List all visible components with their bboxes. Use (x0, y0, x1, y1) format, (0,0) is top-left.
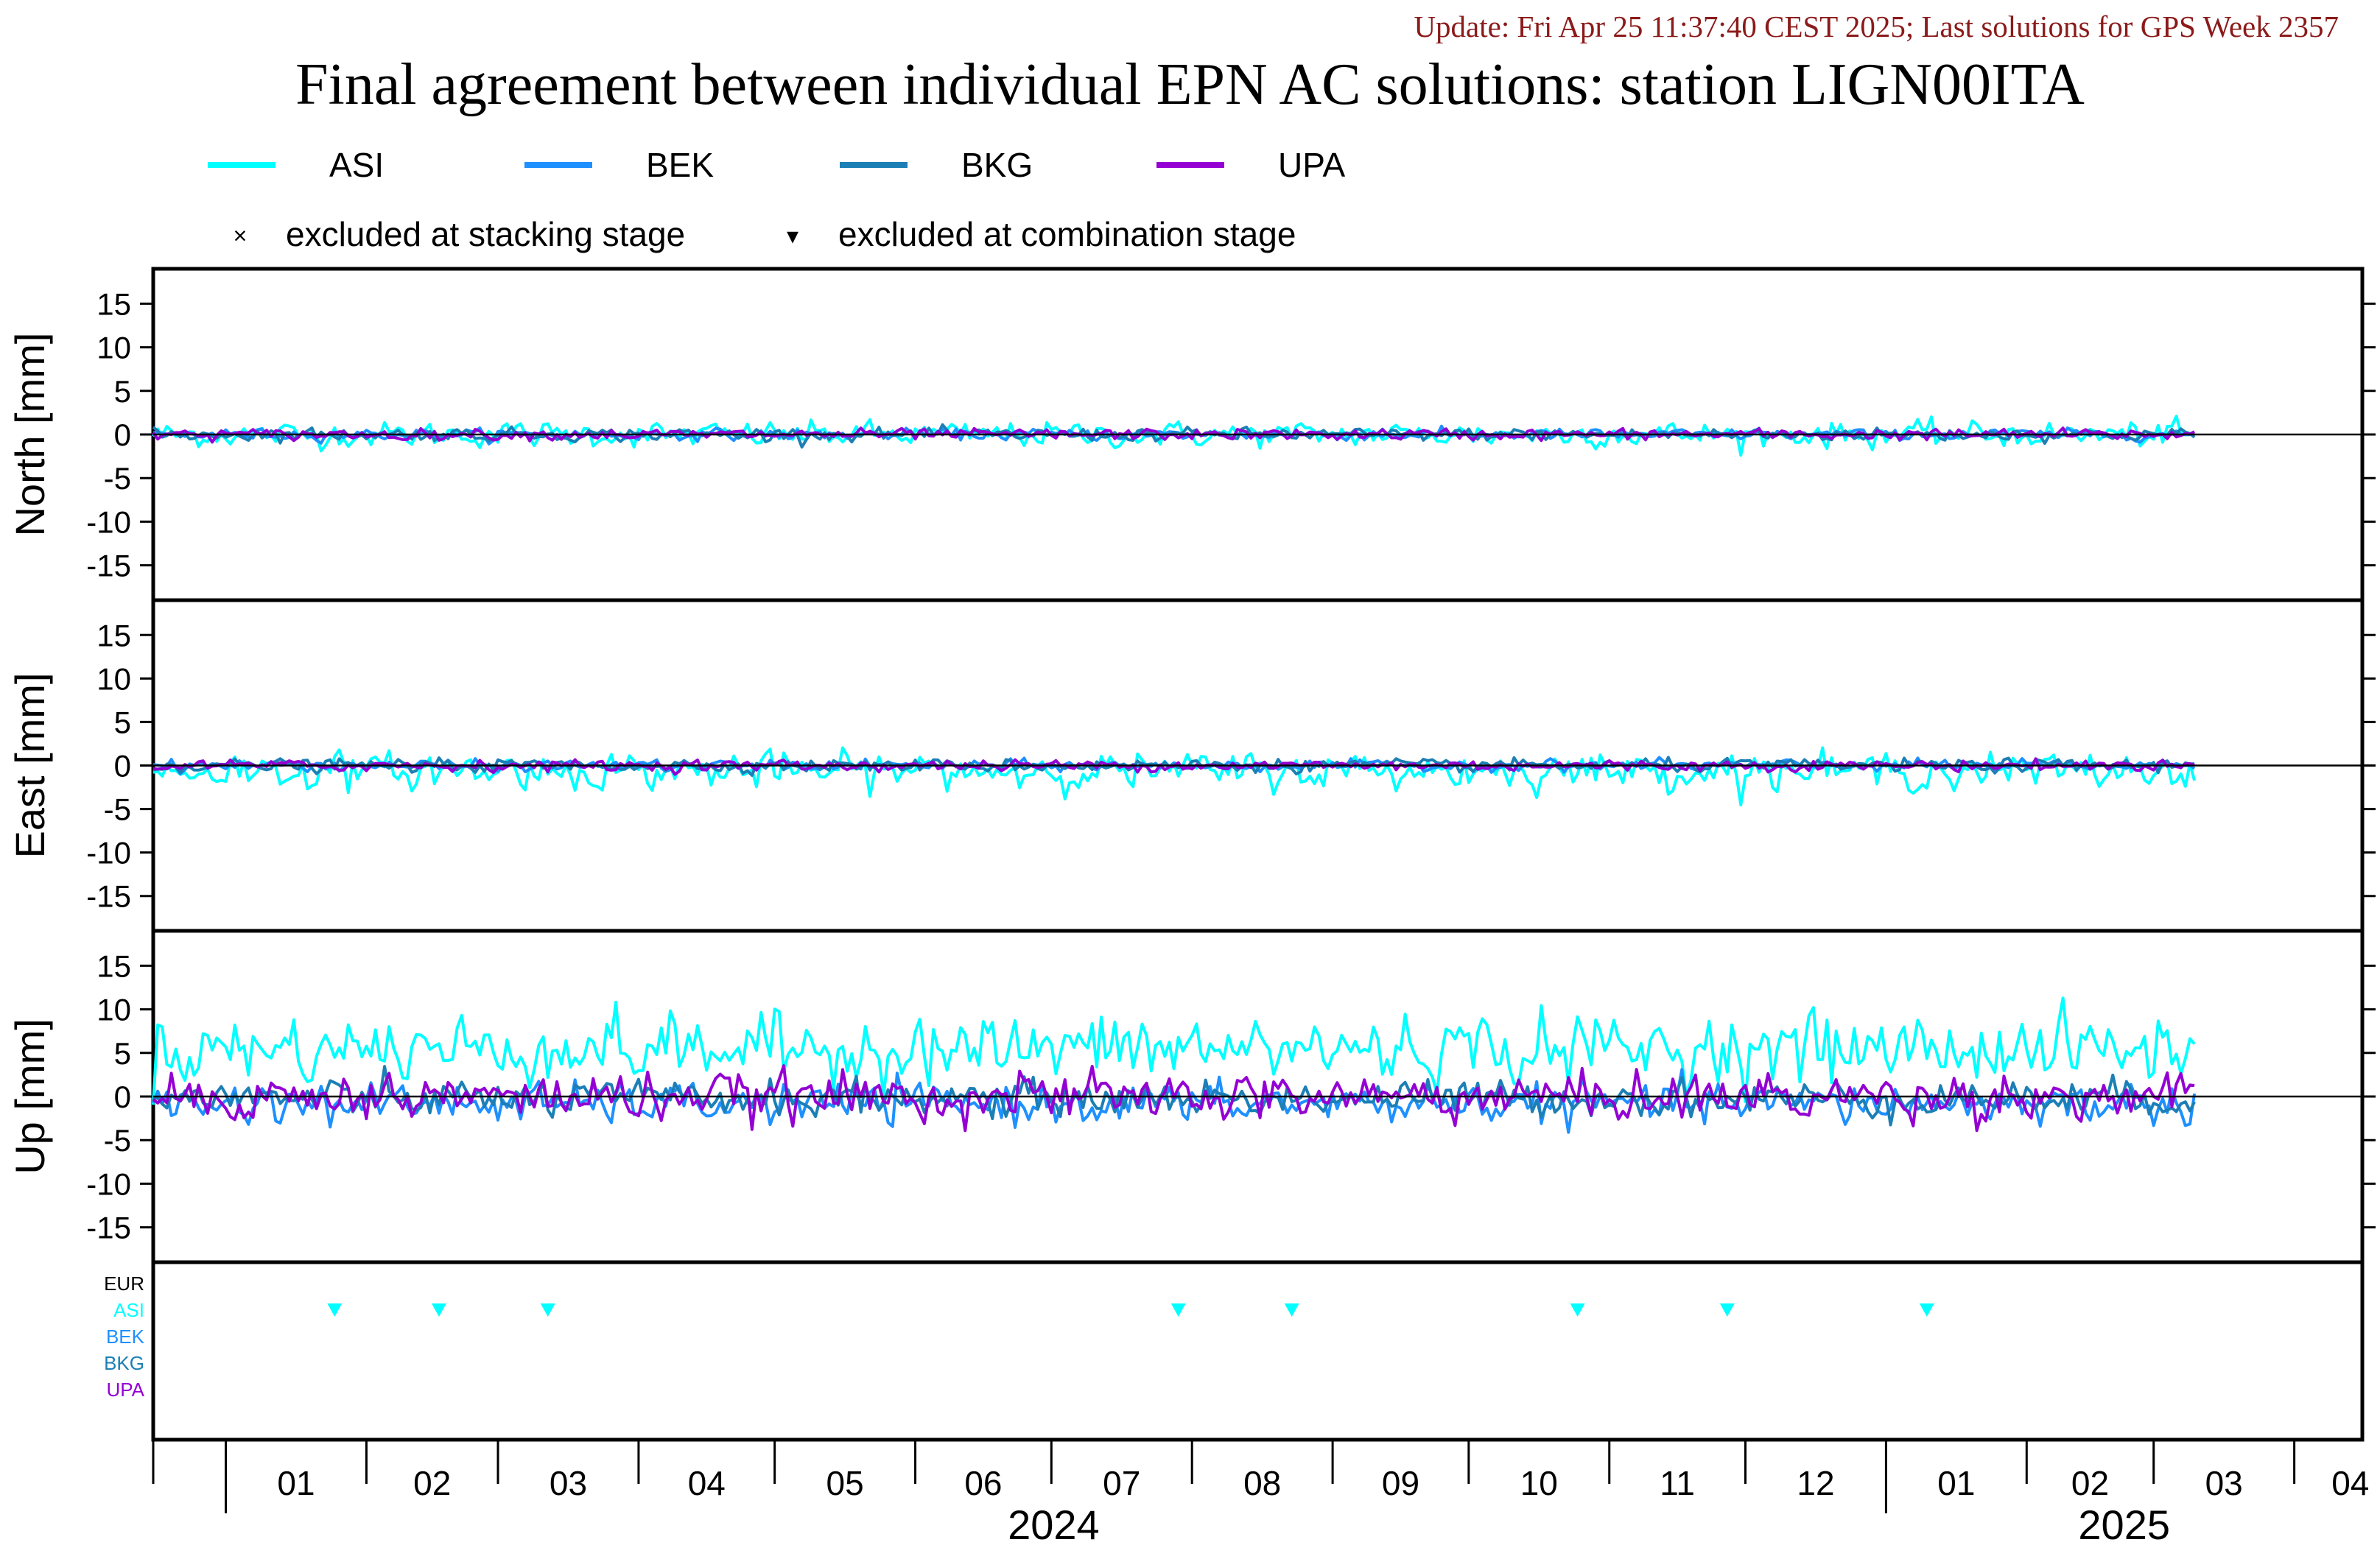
combination-excluded-marker (1570, 1303, 1585, 1317)
legend-label-asi: ASI (329, 146, 384, 184)
y-axis-label: East [mm] (7, 672, 53, 858)
y-tick-label: -10 (86, 1166, 131, 1201)
ac-row-label-eur: EUR (104, 1273, 144, 1295)
x-month-label: 10 (1520, 1464, 1558, 1502)
exclusion-panel-frame (151, 1260, 2365, 1442)
x-month-label: 01 (1937, 1464, 1975, 1502)
x-year-label: 2025 (2078, 1502, 2170, 1545)
y-tick-label: -10 (86, 504, 131, 539)
y-tick-label: 0 (114, 1080, 131, 1114)
legend-label-upa: UPA (1278, 146, 1345, 184)
chart-title: Final agreement between individual EPN A… (295, 52, 2085, 117)
legend-stacking-label: excluded at stacking stage (286, 215, 685, 253)
x-month-label: 07 (1103, 1464, 1140, 1502)
series-asi (152, 415, 2195, 457)
x-month-label: 08 (1243, 1464, 1281, 1502)
x-month-label: 03 (2205, 1464, 2243, 1502)
combination-excluded-marker (1919, 1303, 1934, 1317)
y-tick-label: 0 (114, 418, 131, 452)
x-month-label: 01 (277, 1464, 315, 1502)
y-tick-label: 15 (96, 949, 131, 983)
x-month-label: 06 (964, 1464, 1002, 1502)
stacking-marker-icon: × (234, 222, 248, 249)
x-month-label: 04 (688, 1464, 726, 1502)
x-month-label: 04 (2331, 1464, 2369, 1502)
y-tick-label: -15 (86, 879, 131, 914)
y-tick-label: 5 (114, 705, 131, 739)
ac-row-label-upa: UPA (106, 1379, 144, 1401)
y-tick-label: -5 (104, 1123, 131, 1158)
x-month-label: 02 (2071, 1464, 2109, 1502)
y-axis-label: North [mm] (7, 333, 53, 537)
series-asi (152, 746, 2197, 806)
y-tick-label: -5 (104, 461, 131, 496)
y-tick-label: 5 (114, 374, 131, 409)
legend-label-bek: BEK (646, 146, 714, 184)
x-month-label: 03 (550, 1464, 587, 1502)
x-month-label: 05 (826, 1464, 864, 1502)
y-tick-label: 5 (114, 1036, 131, 1071)
series-asi (152, 996, 2196, 1105)
y-tick-label: 15 (96, 618, 131, 652)
y-tick-label: 10 (96, 331, 131, 365)
y-tick-label: -5 (104, 792, 131, 827)
combination-excluded-marker (540, 1303, 555, 1317)
y-tick-label: -15 (86, 549, 131, 583)
ac-row-label-asi: ASI (113, 1299, 144, 1321)
x-month-label: 11 (1660, 1464, 1695, 1502)
y-tick-label: -15 (86, 1211, 131, 1245)
y-tick-label: 0 (114, 749, 131, 784)
update-timestamp: Update: Fri Apr 25 11:37:40 CEST 2025; L… (1414, 10, 2339, 43)
y-axis-label: Up [mm] (7, 1018, 53, 1175)
combination-excluded-marker (327, 1303, 343, 1317)
x-month-label: 02 (413, 1464, 451, 1502)
combination-excluded-marker (431, 1303, 446, 1317)
series-upa (152, 1064, 2195, 1133)
legend-label-bkg: BKG (961, 146, 1033, 184)
combination-excluded-marker (1719, 1303, 1735, 1317)
ac-row-label-bkg: BKG (104, 1352, 144, 1374)
legend-combination-label: excluded at combination stage (838, 215, 1296, 253)
combination-marker-icon: ▾ (787, 222, 798, 249)
combination-excluded-marker (1170, 1303, 1186, 1317)
y-tick-label: 15 (96, 286, 131, 321)
ac-row-label-bek: BEK (106, 1326, 145, 1348)
x-month-label: 12 (1797, 1464, 1834, 1502)
series-bkg (152, 423, 2196, 449)
x-year-label: 2024 (1008, 1502, 1100, 1545)
y-tick-label: -10 (86, 836, 131, 870)
y-tick-label: 10 (96, 661, 131, 696)
combination-excluded-marker (1284, 1303, 1299, 1317)
y-tick-label: 10 (96, 993, 131, 1027)
x-month-label: 09 (1382, 1464, 1419, 1502)
